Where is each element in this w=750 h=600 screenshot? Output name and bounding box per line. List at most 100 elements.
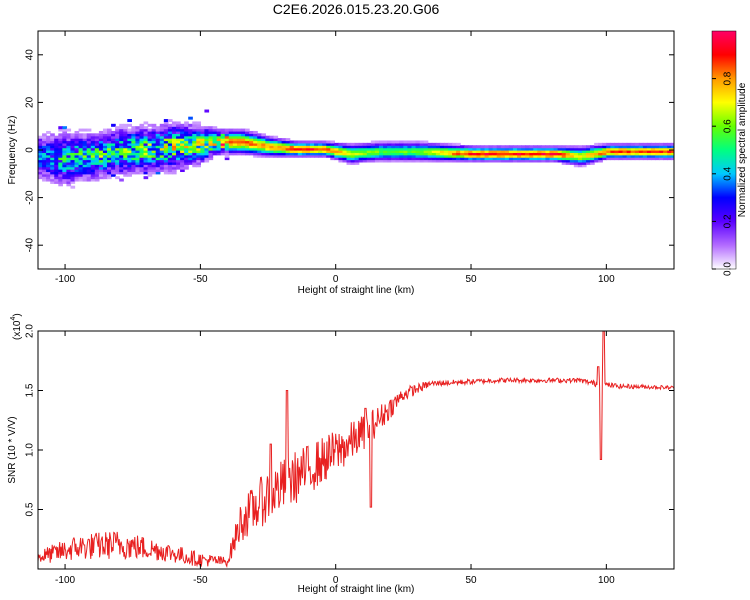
spectrogram-cell [196,130,201,134]
spectrogram-cell [82,135,88,139]
spectrogram-cell [460,145,465,149]
spectrogram-cell [541,152,547,156]
spectrogram-cell [269,142,275,146]
spectrogram-cell [667,157,672,161]
spectrogram-cell [508,152,514,156]
spectrogram-cell [216,138,222,142]
spectrogram-cell [200,138,206,142]
spectrogram-cell [500,150,506,153]
spectrogram-cell [439,145,445,149]
spectrogram-cell [366,142,372,146]
spectrogram-cell [464,157,469,161]
spectrogram-cell [456,154,461,158]
spectrogram-cell [261,152,266,156]
spectrogram-cell [354,142,360,146]
spectrogram-cell [86,161,92,165]
spectrogram-cell [42,166,47,170]
spectrogram-cell [58,133,63,137]
spectrogram-cell [423,157,429,161]
spectrogram-cell [119,164,124,168]
spectrogram-cell [50,147,55,151]
spectrogram-cell [504,145,510,149]
spectrogram-cell [74,166,80,170]
spectrogram-cell [119,140,124,144]
spectrogram-cell [107,152,112,156]
spectrogram-cell [383,157,388,161]
spectrogram-cell [338,157,344,161]
spectrogram-cell [245,135,250,139]
spectrogram-cell [581,164,587,168]
spectrogram-cell [171,169,177,173]
spectrogram-cell [383,152,388,156]
spectrogram-cell [232,145,238,149]
spectrogram-cell [200,159,206,163]
spectrogram-cell [159,152,165,156]
spectrogram-cell [456,157,461,161]
spectrogram-cell [594,157,599,161]
spectrogram-cell [427,142,433,146]
spectrogram-cell [155,133,161,137]
spectrogram-cell [374,152,380,156]
spectrogram-cell [131,145,137,149]
spectrogram-cell [370,142,376,146]
spectrogram-cell [533,152,538,156]
spectrogram-cell [58,154,63,158]
spectrogram-cell [326,140,331,144]
spectrogram-cell [176,133,181,137]
spectrogram-cell [407,154,413,158]
spectrogram-cell [622,147,628,151]
spectrogram-cell [577,152,583,156]
spectrogram-cell [407,142,413,146]
spectrogram-cell [297,154,303,158]
spectrogram-cell [107,169,112,173]
spectrogram-cell [537,147,542,151]
spectrogram-cell [159,145,165,149]
spectrogram-cell [107,140,112,144]
spectrogram-cell [78,135,84,139]
spectrogram-cell [167,135,173,139]
spectrogram-cell [50,159,55,163]
spectrogram-cell [318,140,323,144]
spectrogram-cell [62,171,68,175]
spectrogram-cell [577,164,583,168]
spectrogram-cell [54,150,59,153]
spectrogram-cell [358,152,364,156]
spectrogram-cell [395,145,400,149]
spectrogram-cell [102,159,108,163]
spectrogram-cell [236,128,242,132]
spectrogram-cell [626,154,632,158]
spectrogram-cell [618,157,624,161]
spectrogram-cell [82,159,88,163]
spectrogram-cell [309,152,315,156]
spectrogram-cell [70,166,76,170]
spectrogram-cell [78,173,84,177]
spectrogram-cell [642,152,648,156]
spectrogram-cell [460,150,465,153]
spectrogram-cell [374,150,380,153]
spectrogram-cell [374,147,380,151]
spectrogram-cell [598,150,603,153]
spectrogram-cell [504,147,510,151]
spectrogram-cell [111,164,116,168]
spectrogram-cell [102,128,108,132]
spectrogram-cell [111,138,116,142]
spectrogram-cell [180,145,185,149]
spectrogram-cell [139,171,145,175]
spectrogram-cell [240,138,246,142]
spectrogram-cell [127,147,132,151]
y-tick-label: 40 [25,49,36,61]
spectrogram-cell [350,159,356,163]
spectrogram-cell [86,159,92,163]
spectrogram-cell [646,157,652,161]
spectrogram-cell [86,152,92,156]
spectrogram-cell [123,169,128,173]
spectrogram-cell [309,150,315,153]
spectrogram-cell [411,145,417,149]
spectrogram-cell [638,152,644,156]
spectrogram-cell [257,152,262,156]
spectrogram-cell [115,150,120,153]
spectrogram-cell [131,135,137,139]
spectrogram-cell [403,152,409,156]
spectrogram-cell [74,164,80,168]
spectrogram-cell [184,135,189,139]
